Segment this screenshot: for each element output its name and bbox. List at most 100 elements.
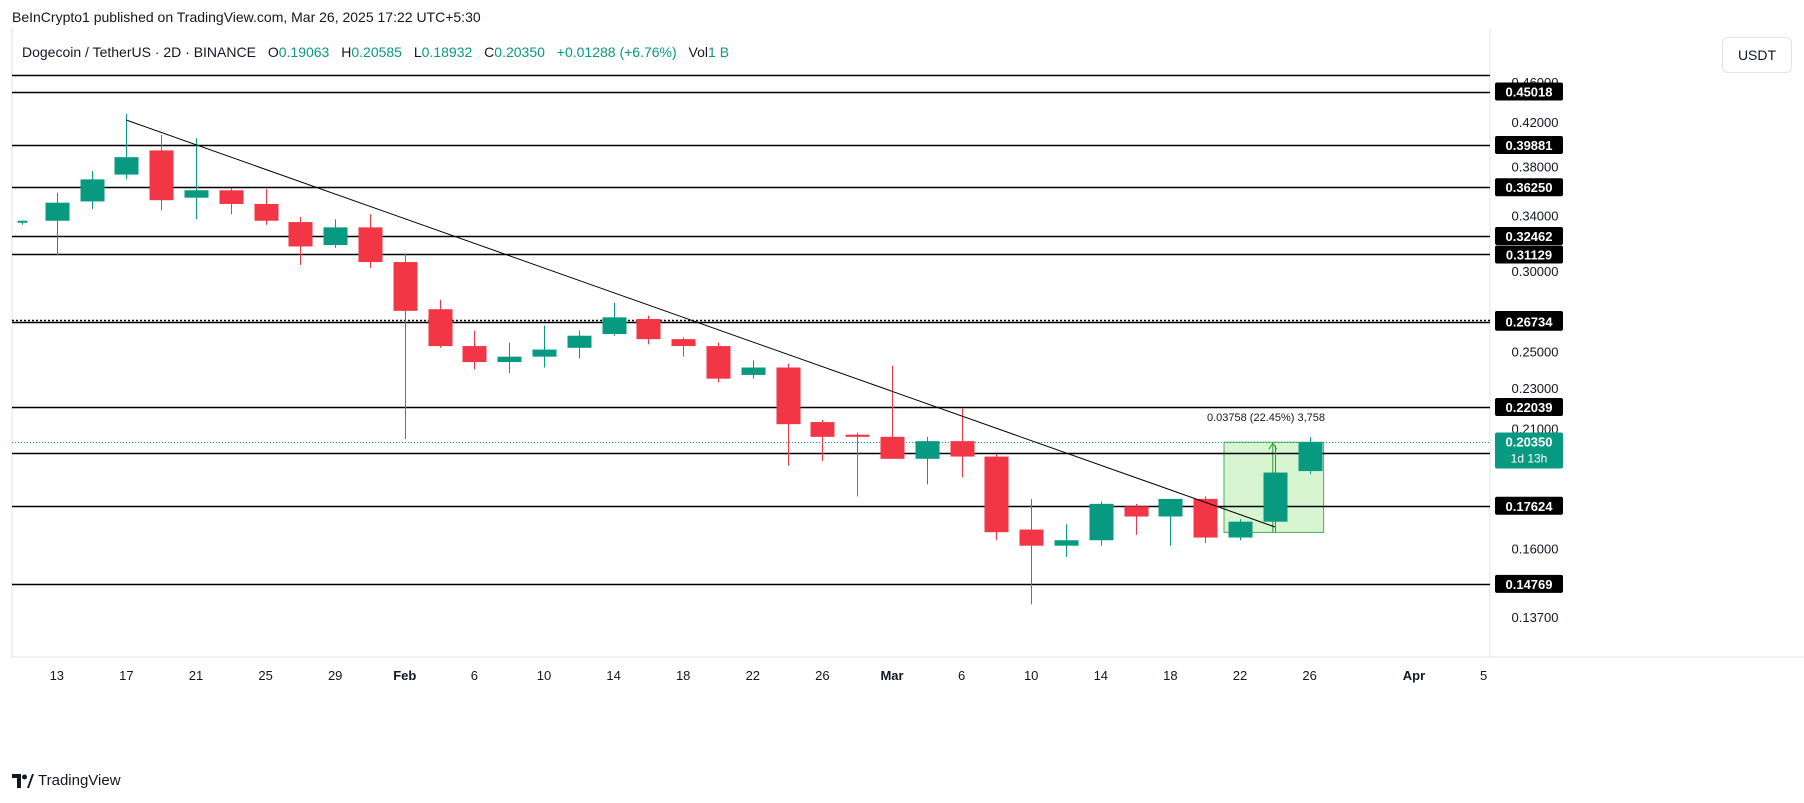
trendline[interactable] xyxy=(126,119,1275,528)
x-tick-label: 10 xyxy=(537,668,551,683)
candle[interactable] xyxy=(706,342,731,383)
candle-body xyxy=(810,422,835,437)
candle[interactable] xyxy=(1228,519,1253,541)
candle-body xyxy=(776,367,801,425)
level-price-tag-bg xyxy=(1495,82,1563,101)
candle[interactable] xyxy=(17,220,28,225)
candle[interactable] xyxy=(323,219,348,248)
candle-body xyxy=(602,317,627,335)
level-price-tag-bg xyxy=(1495,178,1563,197)
candle-body xyxy=(1124,506,1149,517)
x-tick-label: Apr xyxy=(1403,668,1425,683)
candle[interactable] xyxy=(80,171,105,210)
level-price-tag: 0.45018 xyxy=(1495,82,1563,101)
candle[interactable] xyxy=(358,214,383,268)
candle-body xyxy=(1054,540,1079,546)
candle-body xyxy=(219,190,244,204)
level-price-tag-text: 0.31129 xyxy=(1506,247,1552,262)
y-tick-label: 0.25000 xyxy=(1512,344,1559,359)
candle[interactable] xyxy=(950,407,975,478)
y-tick-label: 0.16000 xyxy=(1512,541,1559,556)
level-price-tag-text: 0.22039 xyxy=(1506,400,1553,415)
candle[interactable] xyxy=(428,299,453,348)
x-tick-label: 13 xyxy=(50,668,64,683)
candle[interactable] xyxy=(45,192,70,255)
candle[interactable] xyxy=(776,363,801,466)
level-price-tag: 0.14769 xyxy=(1495,574,1563,593)
y-tick-label: 0.23000 xyxy=(1512,381,1559,396)
candle[interactable] xyxy=(602,302,627,336)
level-price-tag-text: 0.17624 xyxy=(1506,499,1554,514)
level-price-tag-bg xyxy=(1495,574,1563,593)
candle[interactable] xyxy=(1263,445,1288,533)
x-tick-label: 10 xyxy=(1024,668,1038,683)
level-price-tag-text: 0.36250 xyxy=(1506,180,1553,195)
candle[interactable] xyxy=(254,189,279,225)
current-price-tag-bg xyxy=(1495,432,1563,469)
level-price-tag-text: 0.45018 xyxy=(1506,85,1553,100)
candle-body xyxy=(636,318,661,340)
candle[interactable] xyxy=(1124,503,1149,535)
candle[interactable] xyxy=(1089,501,1114,546)
candle[interactable] xyxy=(497,342,522,374)
open-value: 0.19063 xyxy=(278,44,330,60)
low-value: 0.18932 xyxy=(421,44,473,60)
level-price-tag-bg xyxy=(1495,226,1563,245)
candle[interactable] xyxy=(915,436,940,485)
close-label: C xyxy=(484,44,495,60)
level-price-tag: 0.31129 xyxy=(1495,245,1563,264)
level-price-tag: 0.22039 xyxy=(1495,398,1563,417)
candle-body xyxy=(532,349,557,357)
tradingview-logo[interactable]: TradingView xyxy=(12,772,121,789)
currency-button[interactable]: USDT xyxy=(1722,37,1792,73)
low-label: L xyxy=(413,44,422,60)
candle[interactable] xyxy=(880,365,905,459)
candle-body xyxy=(1089,503,1114,541)
symbol-legend: Dogecoin / TetherUS · 2D · BINANCE O0.19… xyxy=(22,44,729,60)
x-tick-label: 14 xyxy=(606,668,620,683)
level-price-tag-text: 0.32462 xyxy=(1506,229,1553,244)
volume-value: 1 B xyxy=(708,44,730,60)
candle-body xyxy=(671,339,696,347)
candle[interactable] xyxy=(671,337,696,357)
price-range-label: 0.03758 (22.45%) 3,758 xyxy=(1207,412,1325,424)
candle[interactable] xyxy=(741,360,766,379)
candle[interactable] xyxy=(1054,524,1079,557)
candle[interactable] xyxy=(1019,498,1044,605)
level-price-tag-bg xyxy=(1495,245,1563,264)
high-label: H xyxy=(341,44,352,60)
candle[interactable] xyxy=(636,315,661,345)
candle-body xyxy=(497,356,522,363)
candle-body xyxy=(114,157,139,175)
candle[interactable] xyxy=(114,113,139,180)
candle-body xyxy=(462,346,487,363)
candle-body xyxy=(358,227,383,263)
candle-body xyxy=(1019,529,1044,546)
x-tick-label: 6 xyxy=(958,668,965,683)
candle[interactable] xyxy=(462,330,487,370)
change-value: +0.01288 (+6.76%) xyxy=(556,44,677,60)
candle[interactable] xyxy=(1158,498,1183,546)
candle[interactable] xyxy=(393,253,418,439)
candle[interactable] xyxy=(219,187,244,215)
candle[interactable] xyxy=(288,216,313,265)
candle[interactable] xyxy=(184,138,209,220)
candle-body xyxy=(706,346,731,379)
candle[interactable] xyxy=(149,134,174,211)
candle[interactable] xyxy=(1298,437,1323,475)
candle[interactable] xyxy=(984,454,1009,541)
candle-body xyxy=(393,262,418,311)
level-price-tag: 0.17624 xyxy=(1495,496,1563,515)
candle[interactable] xyxy=(567,330,592,359)
level-price-tag: 0.36250 xyxy=(1495,178,1563,197)
x-tick-label: 18 xyxy=(1163,668,1177,683)
candle[interactable] xyxy=(1193,496,1218,543)
candle[interactable] xyxy=(532,325,557,368)
candle[interactable] xyxy=(845,432,870,497)
candle-body xyxy=(184,190,209,198)
candle[interactable] xyxy=(810,420,835,462)
current-price-tag: 0.20350 1d 13h xyxy=(1495,432,1563,469)
symbol-title[interactable]: Dogecoin / TetherUS · 2D · BINANCE xyxy=(22,44,256,60)
current-price-value: 0.20350 xyxy=(1506,435,1553,450)
